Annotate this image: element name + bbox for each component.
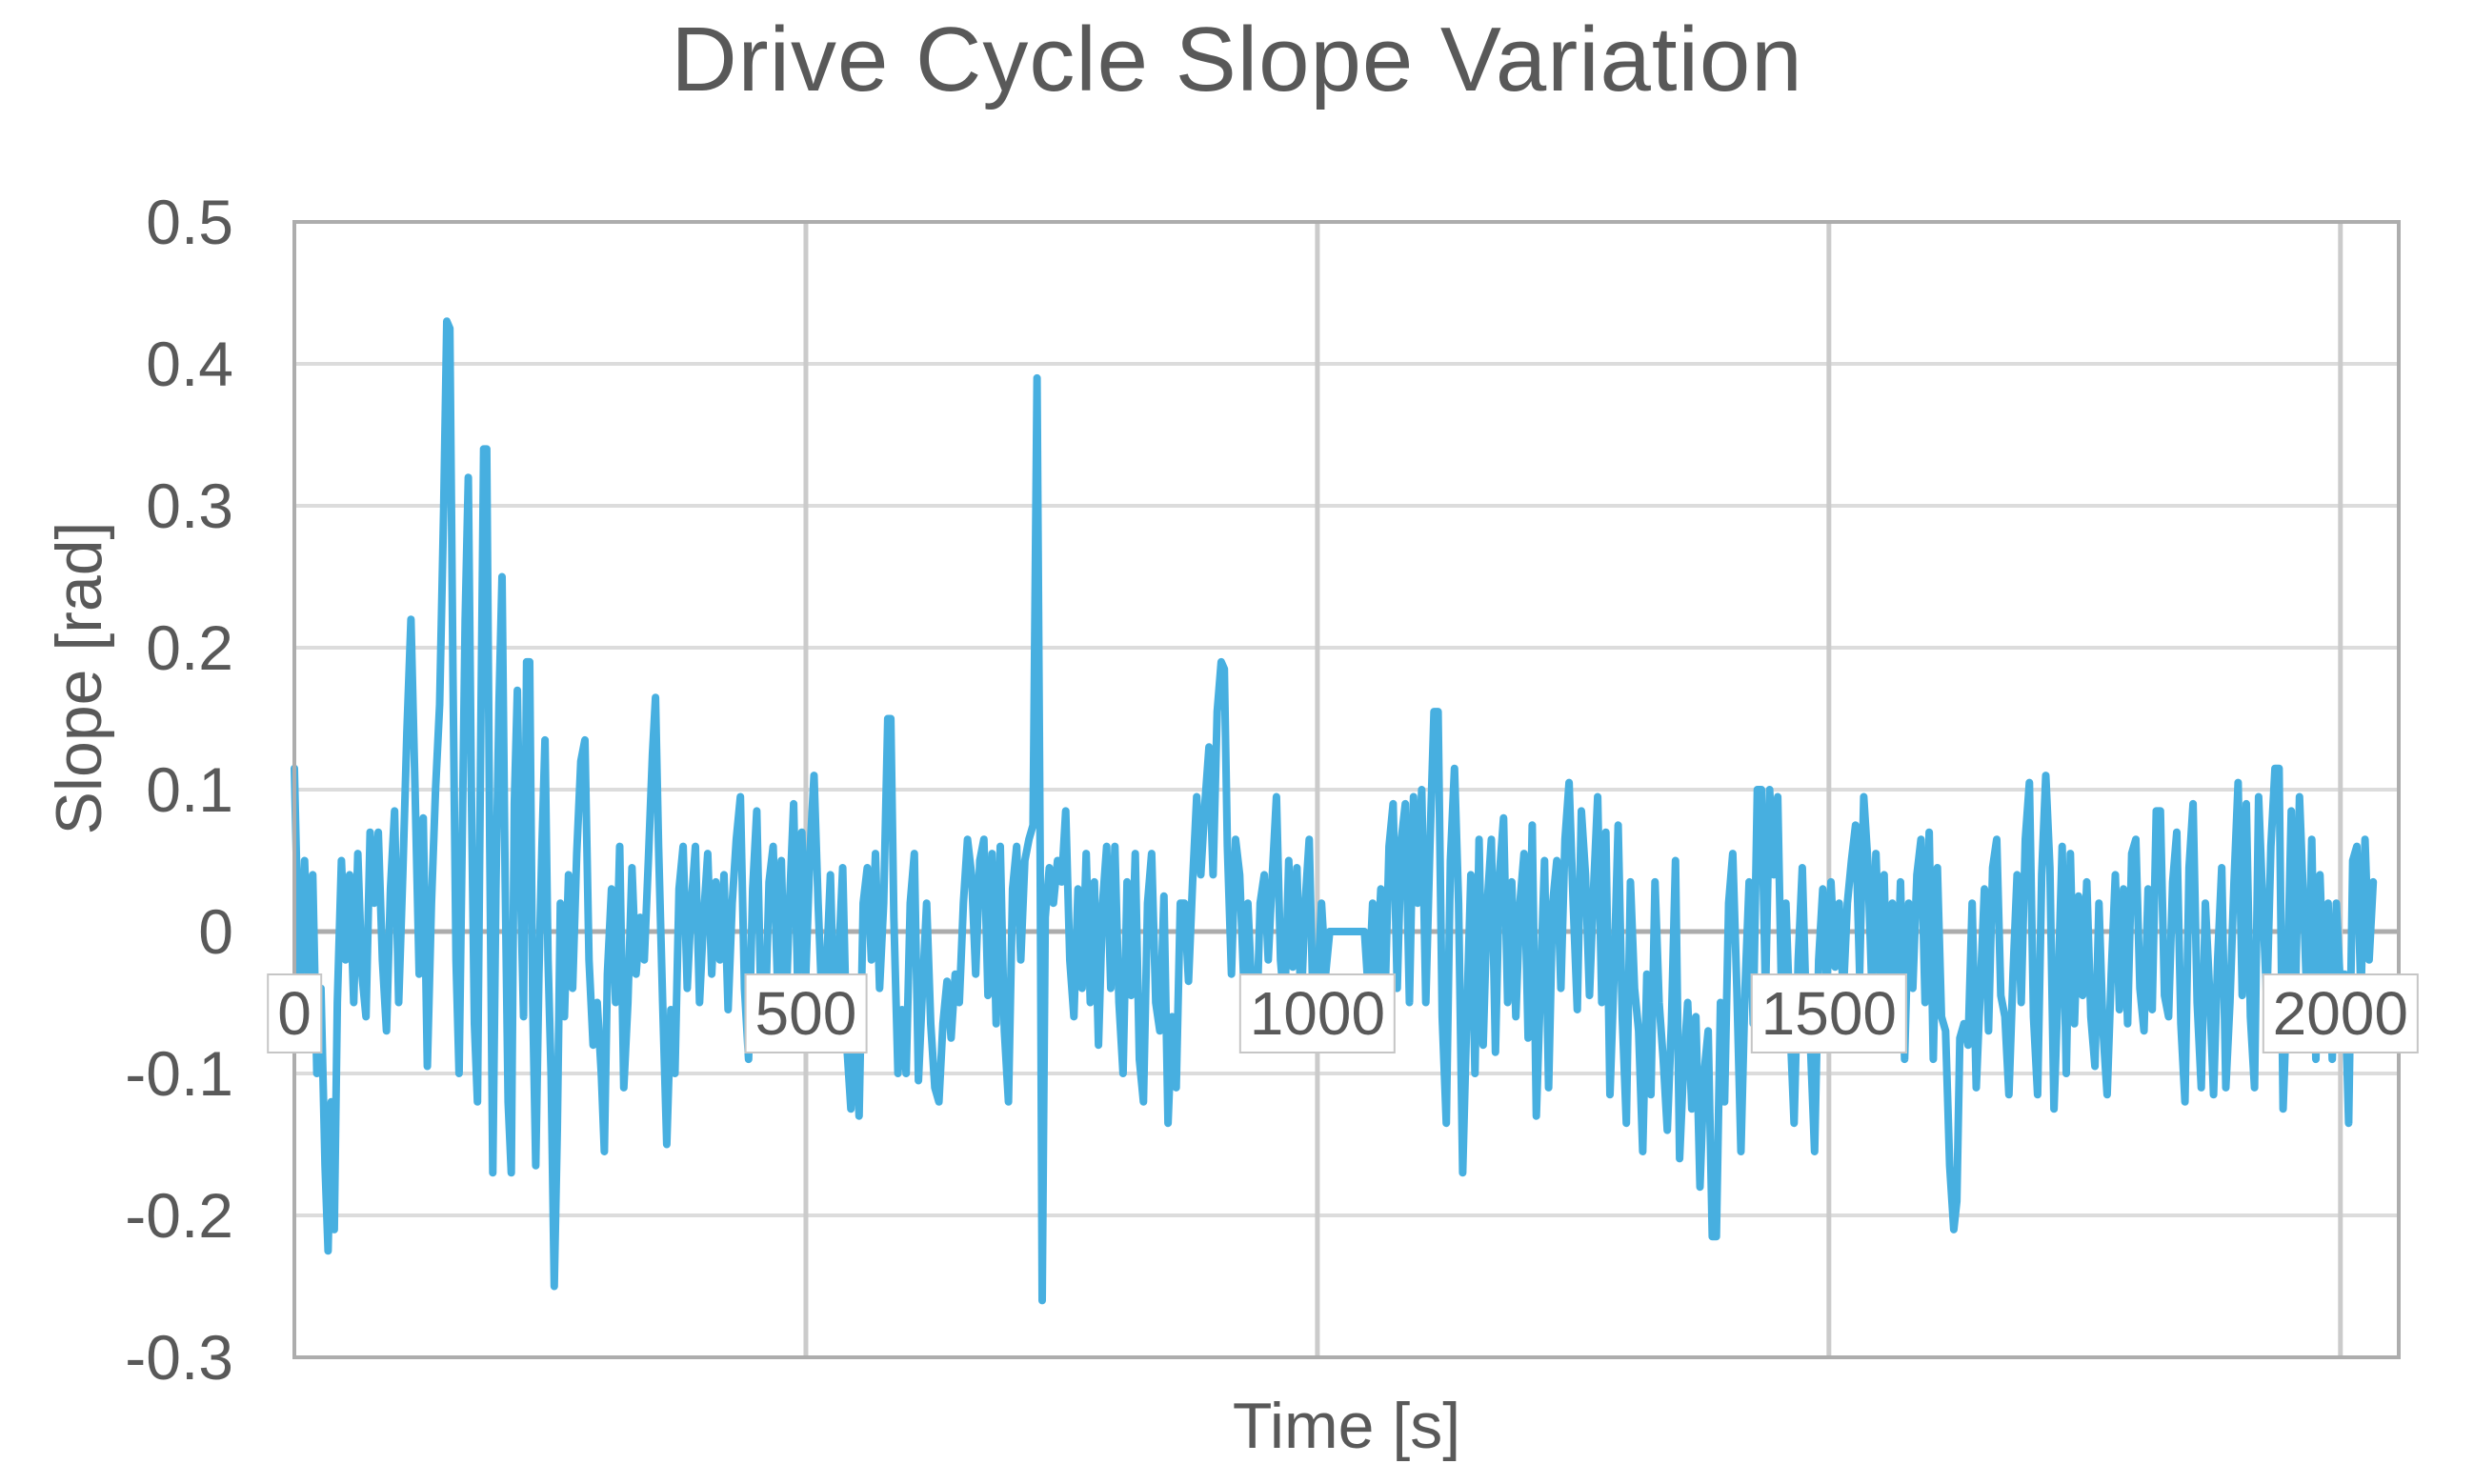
y-tick-label: 0.2 [146, 612, 233, 683]
x-tick-label: 500 [744, 973, 868, 1053]
plot-border [292, 220, 2401, 1359]
y-tick-label: 0 [198, 896, 233, 967]
series-line [291, 317, 2378, 1305]
chart-title: Drive Cycle Slope Variation [671, 9, 1803, 110]
x-tick-label: 1500 [1750, 973, 1908, 1053]
x-tick-label: 0 [267, 973, 322, 1053]
x-axis-title: Time [s] [1232, 1390, 1461, 1462]
x-tick-label: 2000 [2262, 973, 2419, 1053]
y-tick-label: 0.4 [146, 329, 233, 399]
y-axis-title: Slope [rad] [43, 521, 115, 835]
y-tick-label: -0.1 [125, 1038, 233, 1109]
y-tick-label: 0.3 [146, 471, 233, 541]
x-tick-label: 1000 [1238, 973, 1397, 1053]
series-path-slope [291, 317, 2378, 1305]
y-tick-label: 0.5 [146, 187, 233, 257]
grid-lines [294, 222, 2399, 1357]
y-tick-label: -0.3 [125, 1322, 233, 1393]
y-tick-label: 0.1 [146, 754, 233, 825]
y-tick-label: -0.2 [125, 1180, 233, 1251]
